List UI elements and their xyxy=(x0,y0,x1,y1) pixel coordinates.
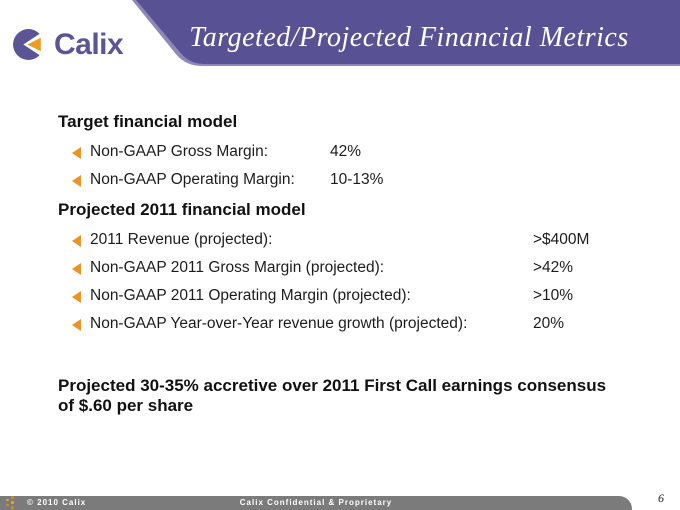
bullet-label: Non-GAAP Gross Margin: xyxy=(90,143,269,160)
logo-wordmark: Calix xyxy=(54,27,124,61)
bullet-value: 10-13% xyxy=(330,171,384,188)
bullet-triangle-icon xyxy=(72,147,81,159)
page-number: 6 xyxy=(658,491,664,505)
bullet-label: Non-GAAP 2011 Gross Margin (projected): xyxy=(90,259,385,276)
callout-text: Projected 30-35% accretive over 2011 Fir… xyxy=(58,376,607,415)
bullet-triangle-icon xyxy=(72,319,81,331)
bullet-triangle-icon xyxy=(72,291,81,303)
section-heading-target-model: Target financial model xyxy=(58,112,238,131)
calix-logo-icon xyxy=(13,29,47,60)
footer-bar: © 2010 Calix Calix Confidential & Propri… xyxy=(0,496,632,510)
bullet-label: Non-GAAP Year-over-Year revenue growth (… xyxy=(90,315,468,332)
section-heading-projected-2011: Projected 2011 financial model xyxy=(58,200,306,219)
footer-confidential-label: Calix Confidential & Proprietary xyxy=(239,498,393,507)
bullet-triangle-icon xyxy=(72,263,81,275)
bullet-value: >42% xyxy=(533,259,574,276)
bullet-value: >$400M xyxy=(533,231,590,248)
footer-dots-icon xyxy=(6,496,18,509)
slide-title: Targeted/Projected Financial Metrics xyxy=(189,22,629,53)
bullet-label: 2011 Revenue (projected): xyxy=(90,231,273,248)
bullet-label: Non-GAAP 2011 Operating Margin (projecte… xyxy=(90,287,411,304)
bullet-triangle-icon xyxy=(72,175,81,187)
bullet-triangle-icon xyxy=(72,235,81,247)
footer-copyright: © 2010 Calix xyxy=(27,498,87,507)
banner-shape xyxy=(136,0,680,64)
bullet-label: Non-GAAP Operating Margin: xyxy=(90,171,295,188)
bullet-value: 42% xyxy=(330,143,362,160)
bullet-value: >10% xyxy=(533,287,574,304)
title-banner xyxy=(132,0,680,66)
bullet-value: 20% xyxy=(533,315,565,332)
calix-logo: Calix xyxy=(12,27,124,61)
